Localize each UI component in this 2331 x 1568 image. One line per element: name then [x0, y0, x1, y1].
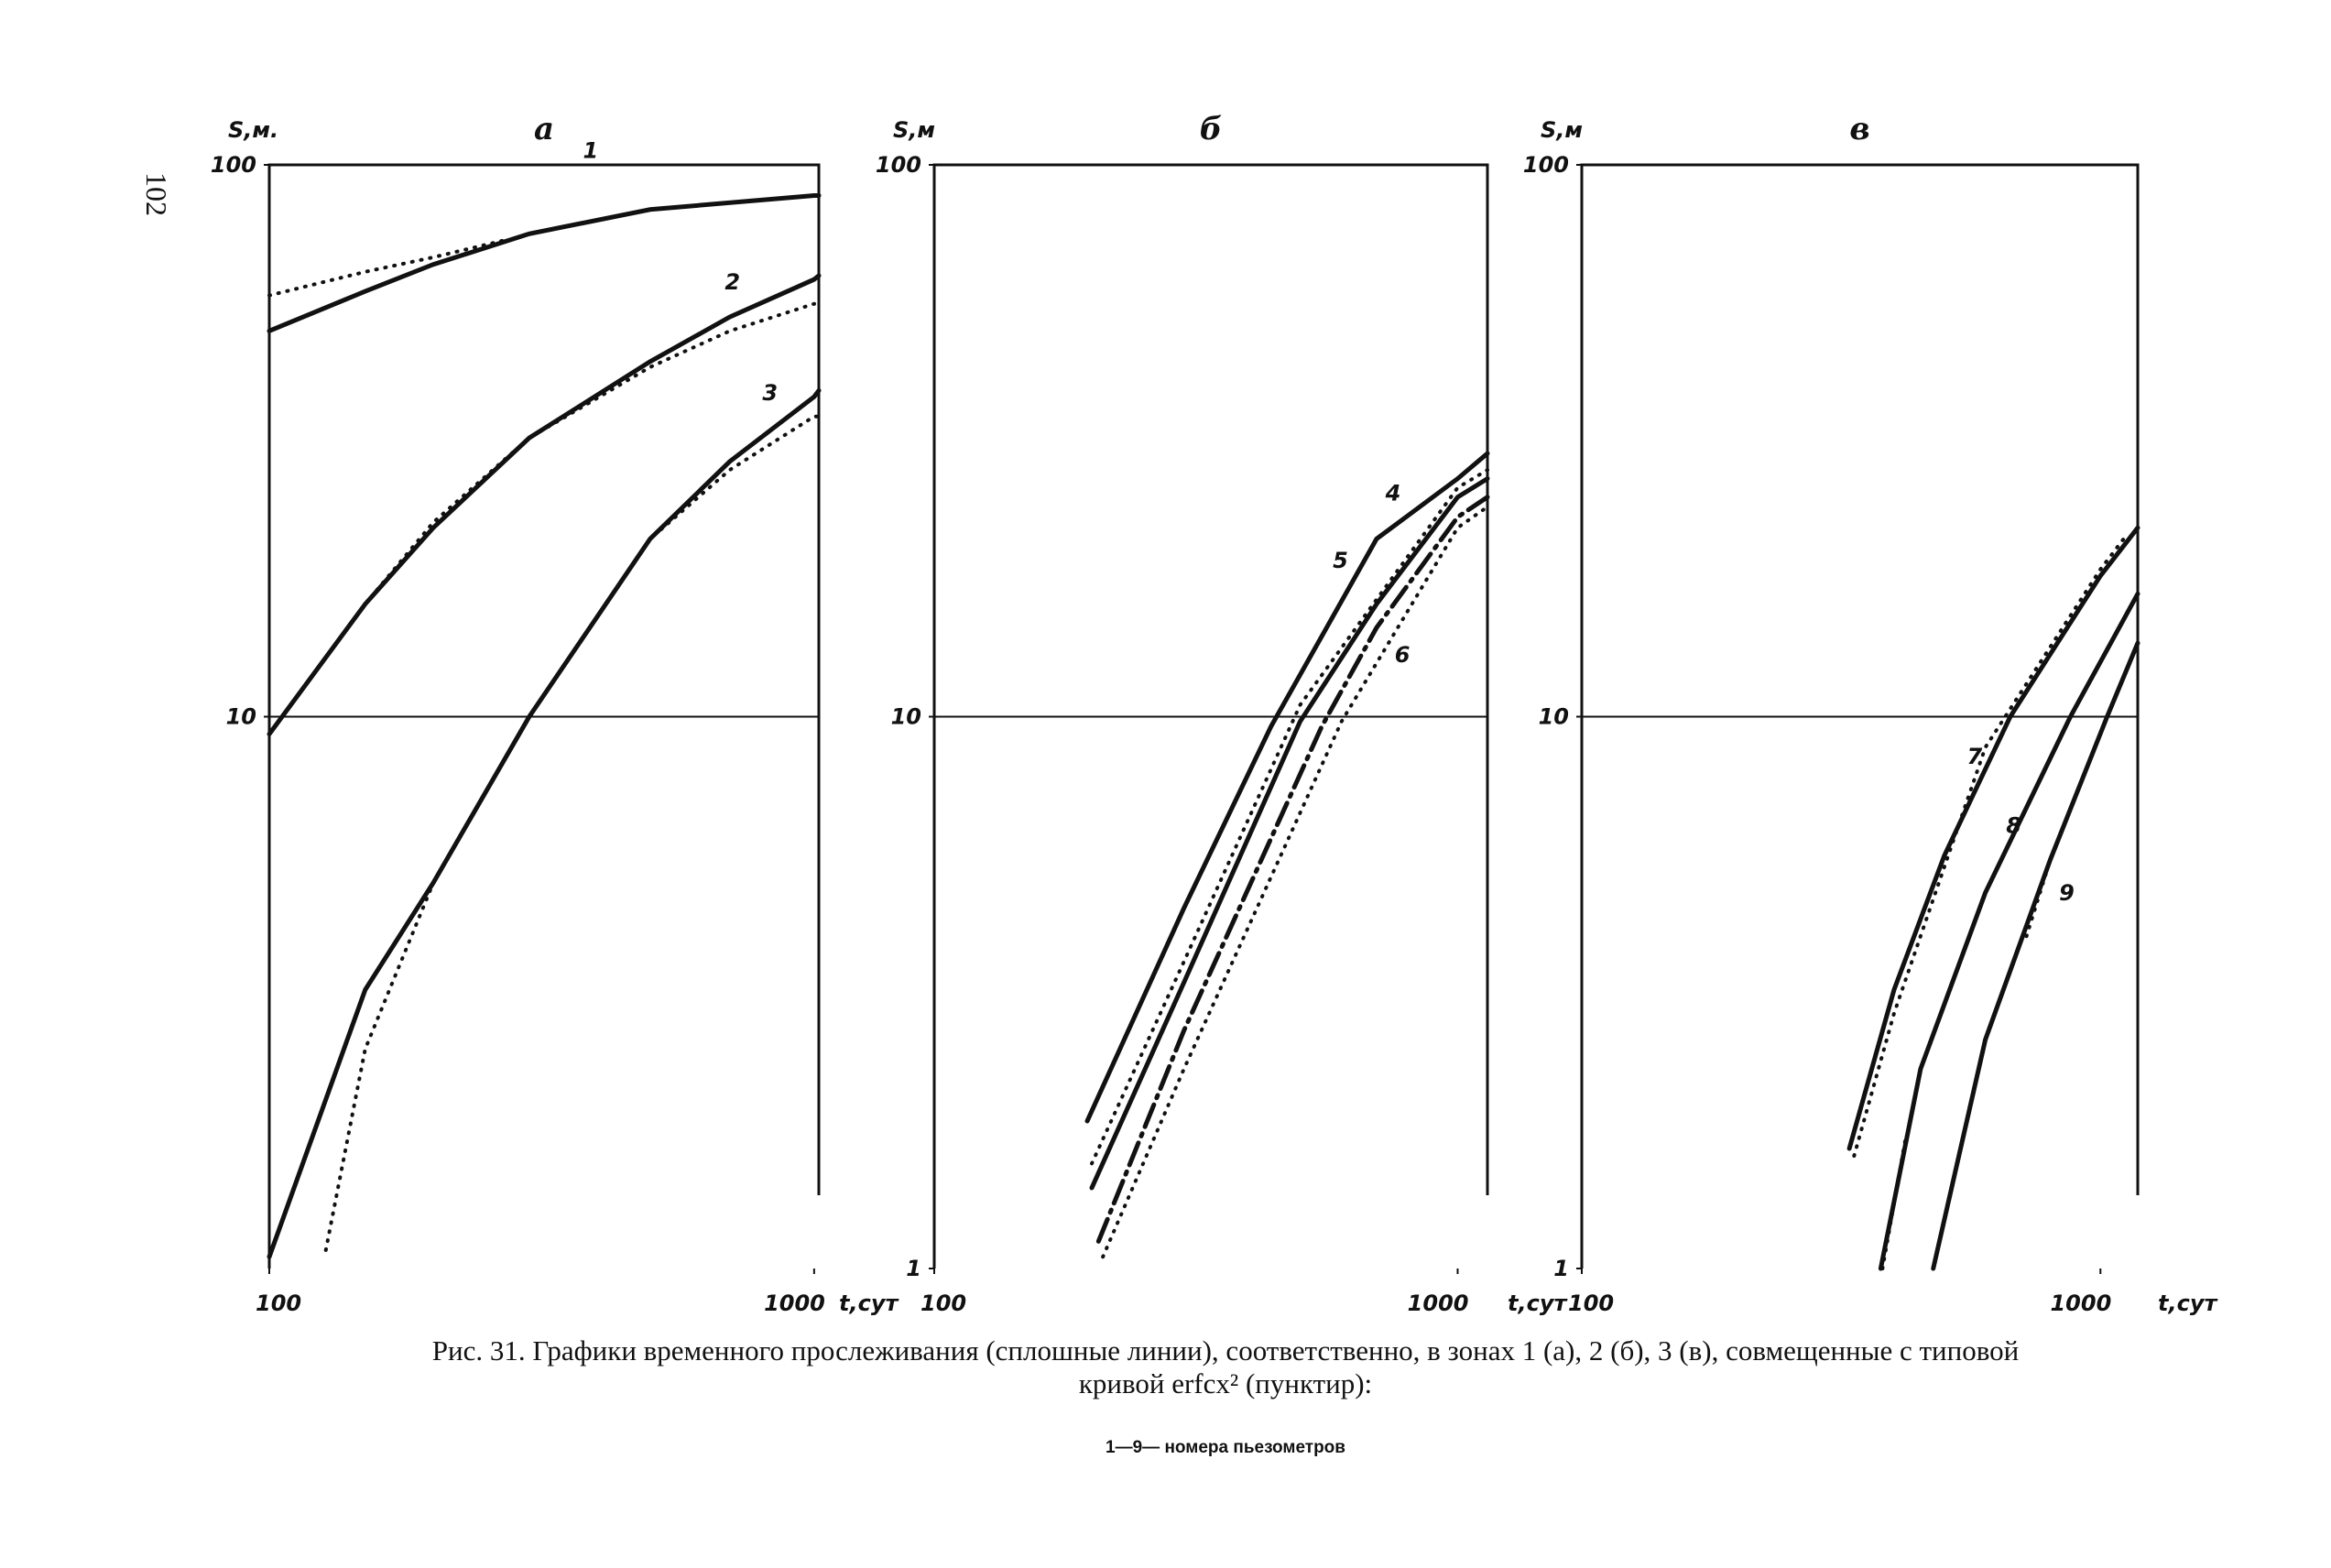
- curve-label: 5: [1333, 548, 1348, 573]
- x-axis-label: t,сут: [839, 1290, 899, 1316]
- curve-label: 3: [762, 380, 778, 406]
- y-tick-label: 1: [906, 1256, 921, 1281]
- y-tick-label: 10: [1539, 704, 1569, 730]
- y-tick-label: 100: [876, 152, 921, 178]
- y-tick-label: 1: [1553, 1256, 1569, 1281]
- caption: кривой erfcx² (пунктир):: [1079, 1367, 1372, 1399]
- chart-title: б: [1200, 111, 1223, 147]
- y-axis-label: S,м: [893, 117, 935, 143]
- type-curve: [267, 238, 507, 298]
- tracking-curve: [1931, 640, 2140, 1271]
- curve-label: 9: [2059, 880, 2075, 906]
- page-number: 102: [140, 172, 173, 216]
- tracking-curve: [1095, 495, 1490, 1244]
- tracking-curve: [267, 192, 822, 333]
- x-tick-label: 100: [256, 1290, 301, 1316]
- y-tick-label: 100: [211, 152, 256, 178]
- chart-title: а: [534, 111, 554, 147]
- tracking-curve: [1878, 591, 2140, 1271]
- curve-label: 6: [1395, 642, 1411, 668]
- x-axis-label: t,сут: [1508, 1290, 1568, 1316]
- curve-label: 8: [2006, 813, 2021, 839]
- y-tick-label: 100: [1523, 152, 1569, 178]
- y-tick-label: 10: [891, 704, 921, 730]
- tracking-curve: [267, 273, 822, 736]
- type-curve: [323, 414, 821, 1252]
- x-tick-label: 100: [1568, 1290, 1614, 1316]
- type-curve: [1101, 505, 1489, 1259]
- x-tick-label: 1000: [2050, 1290, 2111, 1316]
- chart-title: в: [1849, 111, 1869, 147]
- x-axis-label: t,сут: [2158, 1290, 2218, 1316]
- curve-label: 1: [583, 137, 598, 163]
- tracking-curve: [1846, 525, 2140, 1151]
- type-curve: [1090, 468, 1489, 1166]
- tracking-curve: [267, 387, 822, 1259]
- curve-label: 4: [1385, 480, 1401, 506]
- x-tick-label: 1000: [764, 1290, 825, 1316]
- type-curve: [1852, 531, 2130, 1159]
- caption: Рис. 31. Графики временного прослеживани…: [432, 1334, 2019, 1367]
- type-curve: [1880, 1139, 1907, 1270]
- x-tick-label: 1000: [1408, 1290, 1469, 1316]
- curve-label: 7: [1966, 744, 1982, 769]
- y-axis-label: S,м.: [228, 117, 278, 143]
- type-curve: [363, 301, 821, 606]
- x-tick-label: 100: [920, 1290, 966, 1316]
- curve-label: 2: [724, 269, 740, 295]
- y-axis-label: S,м: [1541, 117, 1583, 143]
- tracking-curve: [1089, 476, 1490, 1191]
- caption-note: 1—9— номера пьезометров: [1106, 1438, 1345, 1457]
- tracking-curve: [1084, 451, 1490, 1124]
- type-curve: [2024, 857, 2053, 939]
- y-tick-label: 10: [226, 704, 256, 730]
